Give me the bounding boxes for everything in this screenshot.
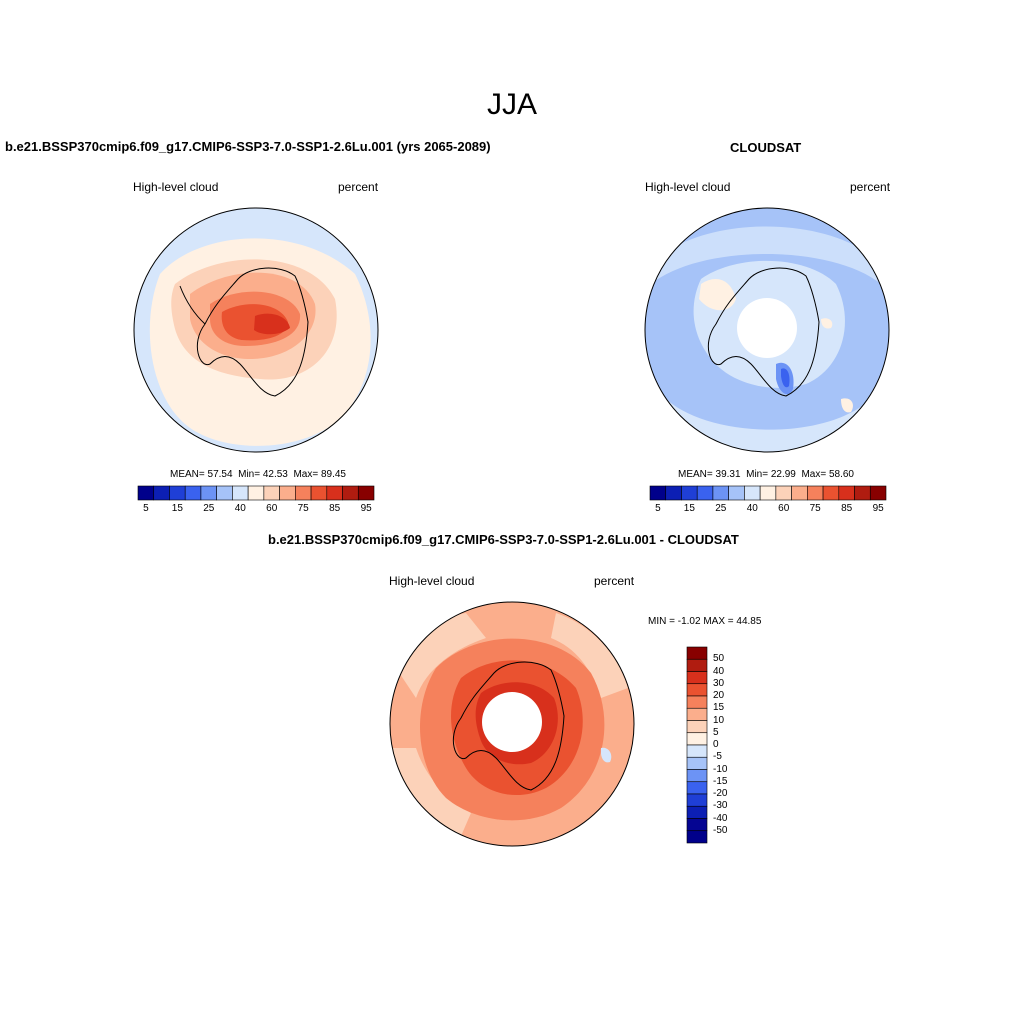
diff-colorbar-tick-label: -10 <box>713 763 728 775</box>
obs-colorbar-swatch <box>744 485 761 501</box>
model-colorbar-tick-label: 25 <box>203 503 215 514</box>
diff-colorbar-tick-label: -40 <box>713 812 728 824</box>
model-stats: MEAN= 57.54 Min= 42.53 Max= 89.45 <box>170 469 346 480</box>
model-polar-map <box>133 207 379 453</box>
season-title: JJA <box>486 88 537 121</box>
obs-colorbar-tick-label: 40 <box>746 503 758 514</box>
obs-polar-map <box>644 207 890 453</box>
model-colorbar-swatch <box>137 485 155 501</box>
obs-variable-label: High-level cloud <box>645 180 731 194</box>
diff-colorbar-swatch <box>686 756 708 770</box>
diff-colorbar-swatch <box>686 732 708 746</box>
model-colorbar-swatch <box>200 485 217 501</box>
obs-colorbar-labels: 5 15 25 40 60 75 85 95 <box>650 503 886 517</box>
diff-colorbar-swatch <box>686 781 708 795</box>
model-units-label: percent <box>338 180 379 194</box>
model-colorbar-swatch <box>153 485 170 501</box>
model-colorbar-tick-label: 95 <box>360 503 372 514</box>
obs-colorbar-swatch <box>712 485 729 501</box>
model-colorbar-swatch <box>279 485 296 501</box>
model-colorbar-tick-label: 60 <box>266 503 278 514</box>
diff-polar-map <box>389 601 635 847</box>
diff-colorbar-swatch <box>686 695 708 709</box>
model-colorbar-swatch <box>342 485 359 501</box>
obs-colorbar-swatch <box>649 485 667 501</box>
obs-colorbar-swatch <box>869 485 887 501</box>
diff-colorbar-tick-label: 0 <box>713 739 719 750</box>
diff-variable-label: High-level cloud <box>389 574 475 588</box>
obs-colorbar-swatch <box>775 485 792 501</box>
diff-colorbar-swatch <box>686 646 708 660</box>
diff-colorbar-tick-label: 15 <box>713 702 725 714</box>
obs-colorbar-swatch <box>854 485 871 501</box>
diff-colorbar-swatch <box>686 769 708 783</box>
diff-colorbar-tick-label: 50 <box>713 653 725 665</box>
model-colorbar-labels: 5 15 25 40 60 75 85 95 <box>138 503 374 517</box>
model-colorbar-swatch <box>184 485 202 501</box>
diff-colorbar-swatch <box>686 793 708 807</box>
obs-colorbar-tick-label: 5 <box>655 503 661 514</box>
diff-colorbar-swatch <box>686 830 708 844</box>
model-colorbar <box>137 485 375 501</box>
model-colorbar-swatch <box>326 485 343 501</box>
model-colorbar-swatch <box>295 485 312 501</box>
obs-colorbar-tick-label: 25 <box>715 503 727 514</box>
obs-colorbar-tick-label: 85 <box>841 503 853 514</box>
obs-units-label: percent <box>850 180 891 194</box>
model-colorbar-swatch <box>232 485 249 501</box>
obs-colorbar-swatch <box>838 485 855 501</box>
model-colorbar-swatch <box>263 485 280 501</box>
model-colorbar-tick-label: 75 <box>297 503 309 514</box>
diff-colorbar-tick-label: 5 <box>713 726 719 738</box>
obs-colorbar-swatch <box>696 485 714 501</box>
diff-colorbar-tick-label: -50 <box>713 824 728 836</box>
obs-colorbar-swatch <box>759 485 777 501</box>
diff-colorbar-tick-label: -20 <box>713 788 728 799</box>
model-panel-title: b.e21.BSSP370cmip6.f09_g17.CMIP6-SSP3-7.… <box>5 139 491 154</box>
diff-colorbar-swatch <box>686 744 708 758</box>
obs-colorbar-swatch <box>728 485 745 501</box>
diff-colorbar-swatch <box>686 707 708 721</box>
obs-colorbar-tick-label: 95 <box>872 503 884 514</box>
diff-panel-title: b.e21.BSSP370cmip6.f09_g17.CMIP6-SSP3-7.… <box>268 532 739 547</box>
model-colorbar-swatch <box>216 485 233 501</box>
obs-colorbar-swatch <box>791 485 808 501</box>
obs-panel-title: CLOUDSAT <box>730 140 802 155</box>
model-colorbar-tick-label: 5 <box>143 503 149 514</box>
diff-colorbar-swatch <box>686 671 708 685</box>
diff-colorbar-tick-label: 20 <box>713 690 725 701</box>
diff-units-label: percent <box>594 574 635 588</box>
diff-colorbar-tick-label: -5 <box>713 751 722 763</box>
obs-colorbar-swatch <box>822 485 840 501</box>
diff-colorbar-tick-label: 40 <box>713 665 725 677</box>
model-colorbar-swatch <box>310 485 328 501</box>
obs-colorbar-tick-label: 15 <box>683 503 695 514</box>
diff-stats: MIN = -1.02 MAX = 44.85 <box>648 616 762 627</box>
obs-colorbar-tick-label: 60 <box>778 503 790 514</box>
obs-colorbar <box>649 485 887 501</box>
obs-colorbar-swatch <box>665 485 682 501</box>
model-colorbar-swatch <box>357 485 375 501</box>
diff-colorbar-tick-label: -30 <box>713 800 728 812</box>
obs-colorbar-tick-label: 75 <box>809 503 821 514</box>
obs-stats: MEAN= 39.31 Min= 22.99 Max= 58.60 <box>678 469 854 480</box>
model-variable-label: High-level cloud <box>133 180 219 194</box>
diff-colorbar-tick-label: 30 <box>713 677 725 689</box>
diff-colorbar <box>686 646 708 844</box>
diff-colorbar-swatch <box>686 683 708 697</box>
diff-colorbar-labels: 50 40 30 20 15 10 5 0 -5 -10 -15 -20 -30 -40 -50 <box>711 647 751 843</box>
model-colorbar-swatch <box>247 485 265 501</box>
diff-colorbar-swatch <box>686 658 708 672</box>
model-colorbar-tick-label: 85 <box>329 503 341 514</box>
model-colorbar-tick-label: 15 <box>171 503 183 514</box>
obs-colorbar-swatch <box>681 485 698 501</box>
model-colorbar-swatch <box>169 485 186 501</box>
diff-colorbar-swatch <box>686 805 708 819</box>
model-colorbar-tick-label: 40 <box>234 503 246 514</box>
diff-colorbar-tick-label: 10 <box>713 714 725 726</box>
diff-colorbar-tick-label: -15 <box>713 775 728 787</box>
diff-colorbar-swatch <box>686 720 708 734</box>
obs-colorbar-swatch <box>807 485 824 501</box>
diff-colorbar-swatch <box>686 818 708 832</box>
